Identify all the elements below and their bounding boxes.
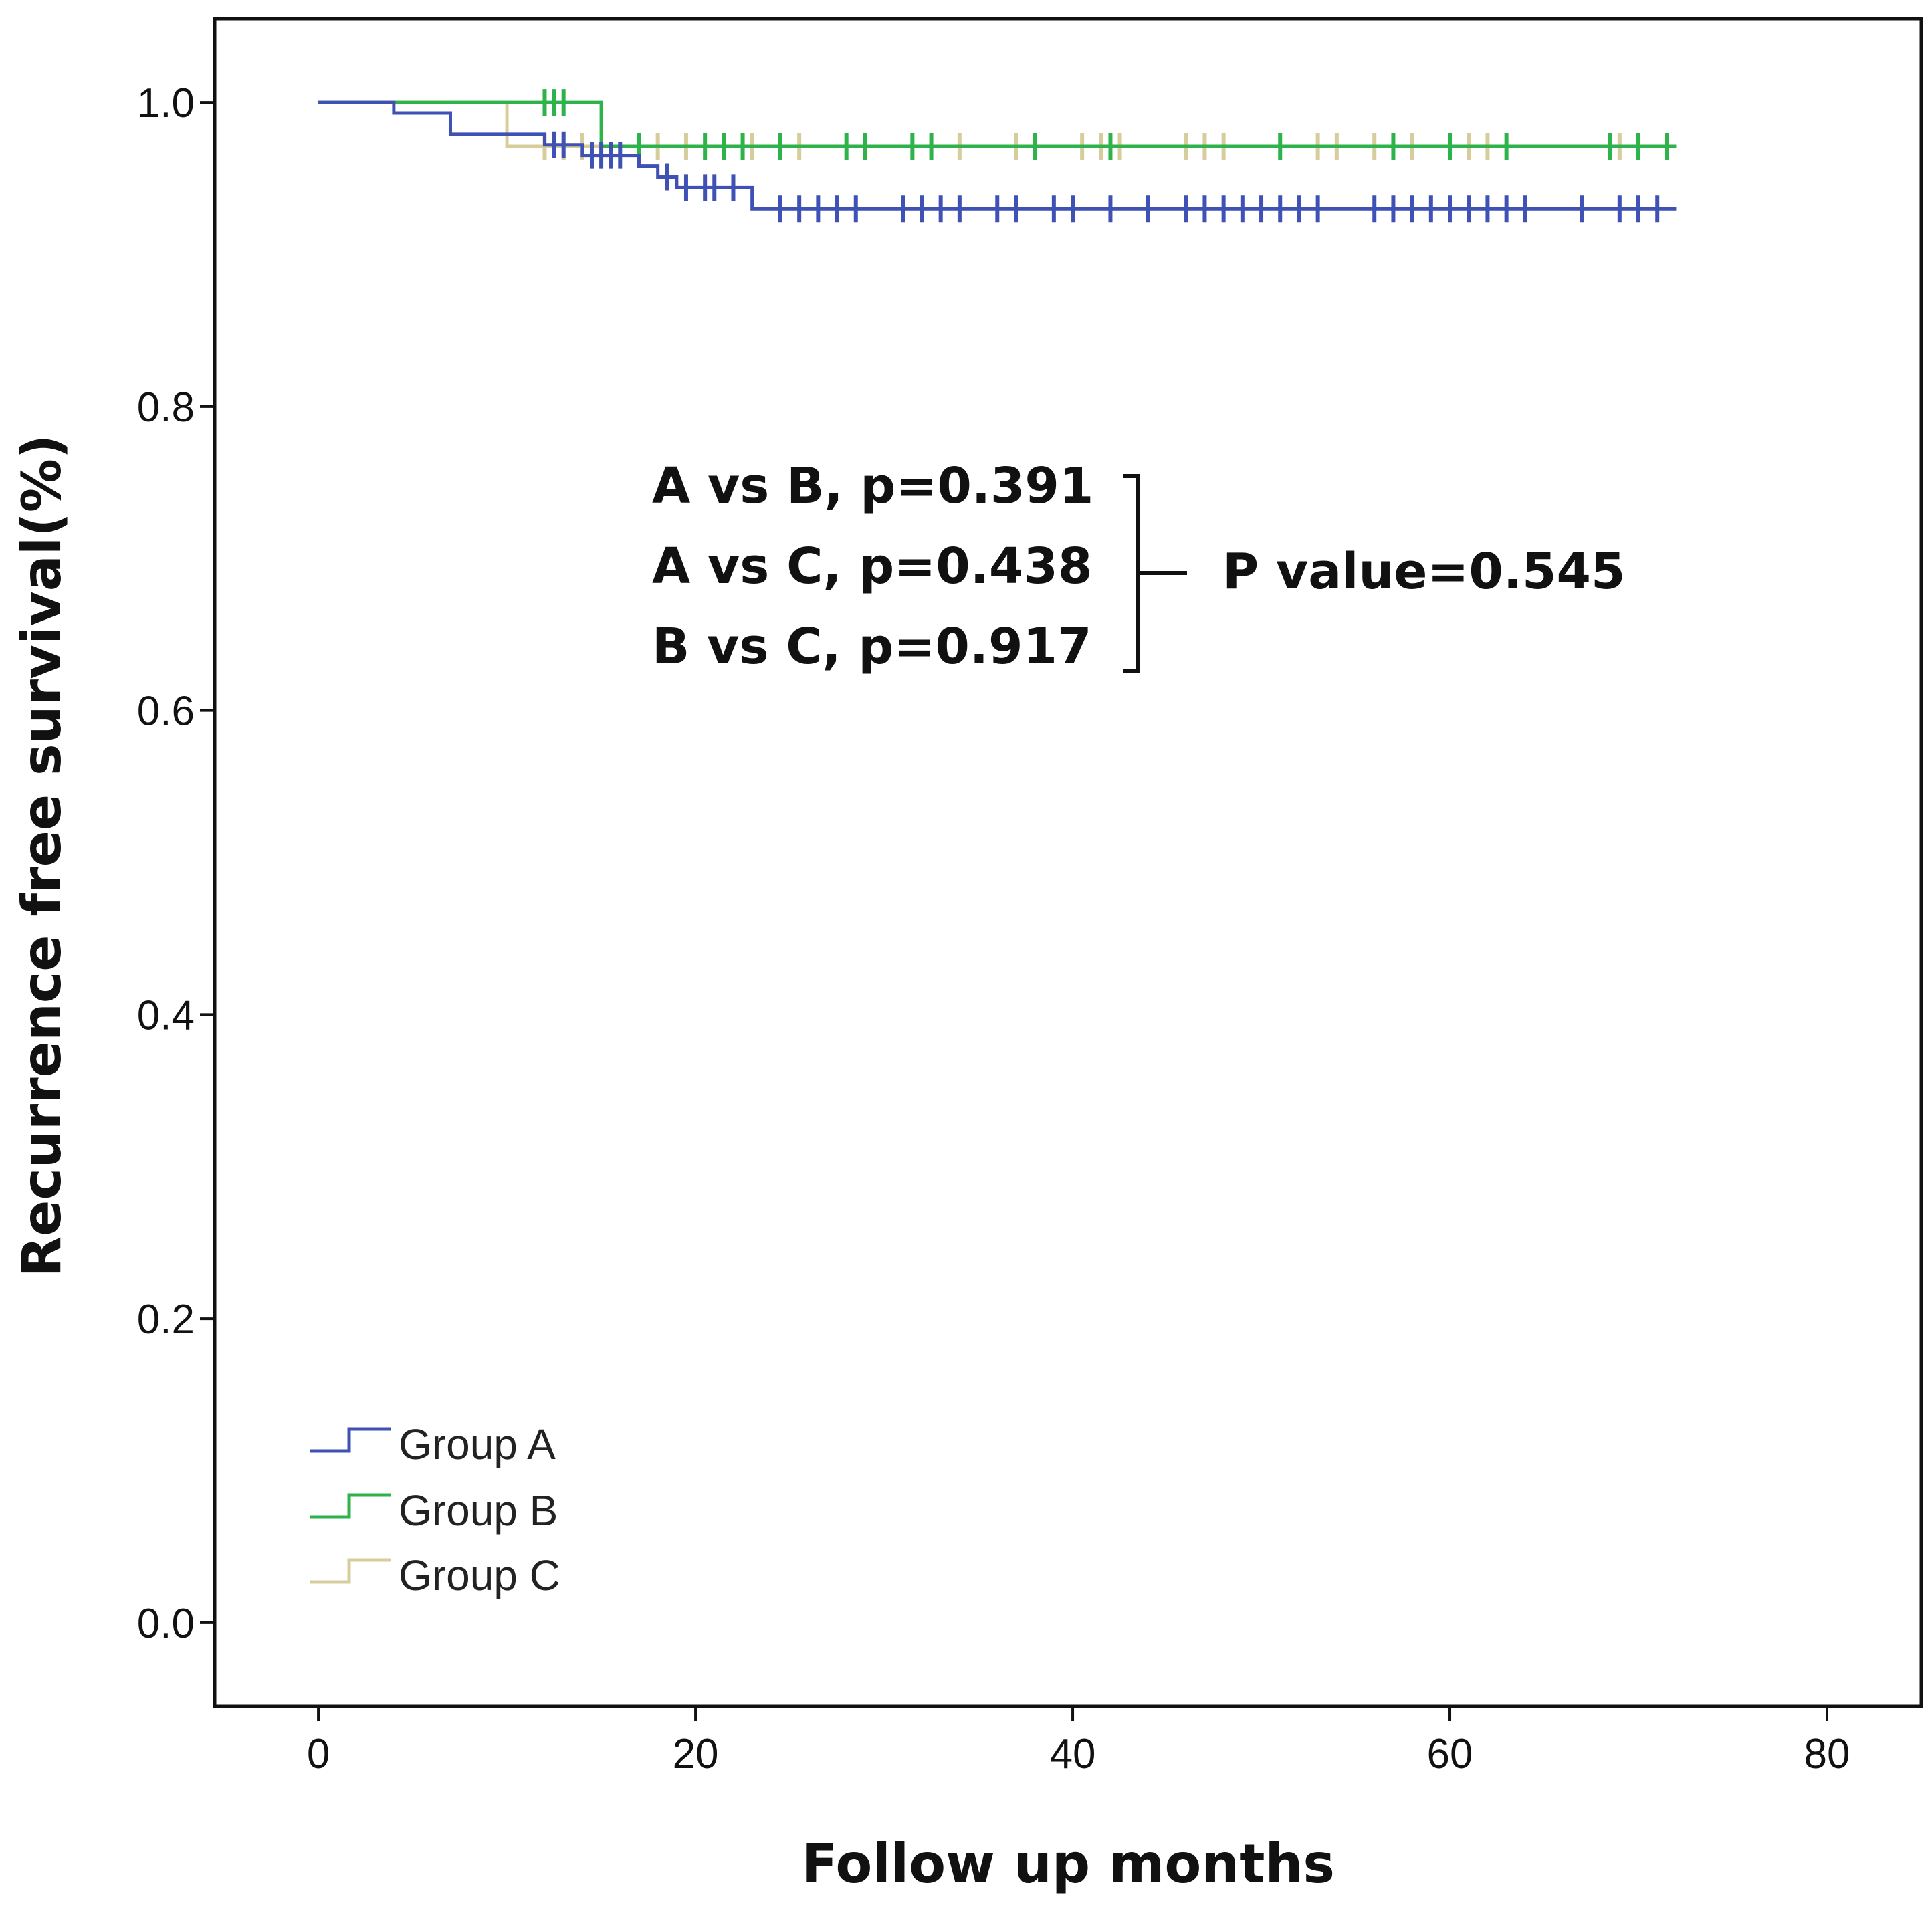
legend-label-group-b: Group B bbox=[399, 1486, 558, 1535]
comparison-a-vs-c: A vs C, p=0.438 bbox=[652, 538, 1092, 595]
survival-curves bbox=[318, 89, 1677, 223]
legend-swatch-group-c bbox=[310, 1558, 391, 1584]
comparison-b-vs-c: B vs C, p=0.917 bbox=[652, 618, 1091, 675]
survival-line-group-b bbox=[318, 100, 1677, 148]
y-tick-label-0.6: 0.6 bbox=[137, 689, 195, 735]
y-tick-label-0.2: 0.2 bbox=[137, 1297, 195, 1343]
y-tick-label-0.0: 0.0 bbox=[137, 1601, 195, 1647]
legend: Group A Group B Group C bbox=[310, 1420, 560, 1599]
y-tick-label-0.8: 0.8 bbox=[137, 384, 195, 431]
y-tick-label-1.0: 1.0 bbox=[137, 80, 195, 126]
x-tick-label-60: 60 bbox=[1427, 1731, 1473, 1777]
legend-item-group-a: Group A bbox=[310, 1420, 556, 1468]
x-tick-label-40: 40 bbox=[1050, 1731, 1096, 1777]
x-tick-label-80: 80 bbox=[1804, 1731, 1850, 1777]
x-axis: 0 20 40 60 80 bbox=[307, 1706, 1850, 1777]
x-axis-title: Follow up months bbox=[801, 1833, 1335, 1895]
y-axis: 0.0 0.2 0.4 0.6 0.8 1.0 bbox=[137, 80, 215, 1647]
pvalue-annotation: A vs B, p=0.391 A vs C, p=0.438 B vs C, … bbox=[652, 457, 1625, 675]
comparison-a-vs-b: A vs B, p=0.391 bbox=[652, 457, 1093, 515]
legend-label-group-a: Group A bbox=[399, 1420, 556, 1468]
y-axis-title: Recurrence free survival(%) bbox=[11, 435, 73, 1278]
x-tick-label-20: 20 bbox=[673, 1731, 719, 1777]
series-group-a bbox=[318, 100, 1677, 223]
bracket bbox=[1123, 474, 1187, 673]
y-tick-label-0.4: 0.4 bbox=[137, 992, 195, 1038]
x-tick-label-0: 0 bbox=[307, 1731, 330, 1777]
overall-p-value: P value=0.545 bbox=[1222, 543, 1625, 600]
legend-swatch-group-b bbox=[310, 1493, 391, 1519]
series-group-b bbox=[318, 89, 1677, 160]
legend-swatch-group-a bbox=[310, 1427, 391, 1453]
legend-item-group-b: Group B bbox=[310, 1486, 558, 1535]
legend-label-group-c: Group C bbox=[399, 1551, 560, 1599]
legend-item-group-c: Group C bbox=[310, 1551, 560, 1599]
plot-frame bbox=[213, 17, 1923, 1708]
